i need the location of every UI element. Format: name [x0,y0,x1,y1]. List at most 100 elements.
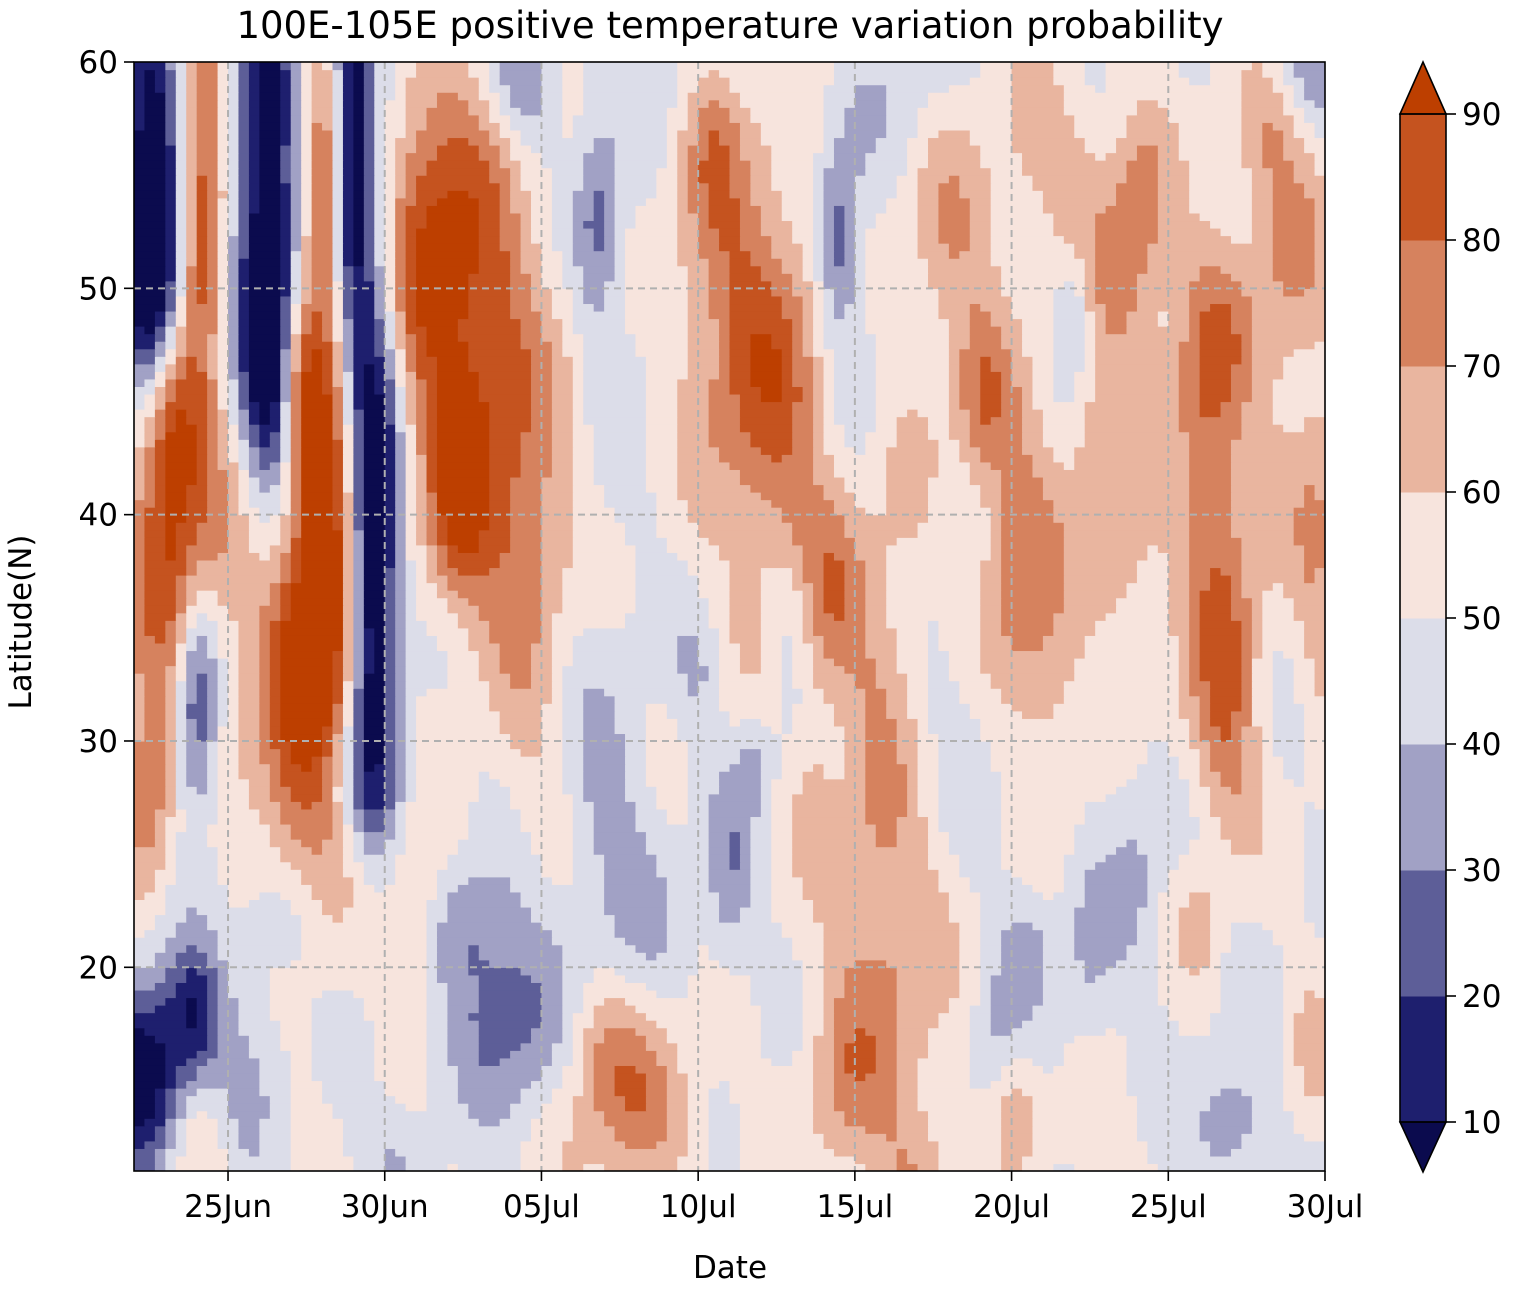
contour-cell [1168,575,1190,584]
contour-cell [656,854,710,863]
contour-cell [478,393,532,403]
contour-cell [865,756,898,765]
contour-cell [301,763,313,772]
contour-cell [186,906,198,916]
contour-cell [1084,967,1107,976]
contour-cell [416,280,469,289]
contour-cell [1126,582,1169,591]
contour-cell [468,952,480,961]
contour-cell [990,1080,1128,1089]
contour-cell [175,288,187,297]
contour-cell [781,718,793,727]
contour-cell [228,424,240,433]
contour-cell [165,673,177,682]
contour-cell [238,356,250,365]
contour-cell [301,326,313,335]
contour-cell [645,778,689,787]
contour-cell [311,1005,365,1014]
contour-cell [562,763,584,772]
contour-cell [865,273,929,282]
contour-cell [604,280,626,289]
contour-cell [248,258,281,267]
contour-cell [551,1088,584,1097]
contour-cell [541,280,563,289]
contour-cell [583,718,616,727]
contour-cell [207,220,219,229]
contour-cell [813,763,825,772]
contour-cell [1042,1065,1054,1074]
contour-cell [813,348,835,357]
contour-cell [416,401,428,410]
contour-cell [207,416,219,425]
contour-cell [1230,582,1243,591]
contour-cell [1189,582,1211,591]
contour-cell [154,1163,166,1171]
contour-cell [614,967,699,976]
contour-cell [374,1065,428,1074]
contour-cell [238,680,260,689]
contour-cell [447,914,532,923]
contour-cell [165,303,177,312]
contour-cell [186,303,219,312]
contour-cell [301,303,334,312]
contour-cell [833,1095,898,1104]
contour-cell [1189,612,1201,621]
contour-cell [666,884,710,893]
contour-cell [238,703,260,712]
contour-cell [708,665,720,674]
contour-cell [823,944,960,953]
contour-cell [207,771,219,780]
contour-cell [489,567,543,576]
contour-cell [186,1012,198,1021]
contour-cell [186,748,208,757]
contour-cell [363,439,386,448]
contour-cell [426,461,438,470]
contour-cell [1157,227,1222,237]
contour-cell [186,280,198,289]
contour-cell [363,861,396,870]
contour-cell [186,212,198,222]
contour-cell [196,537,229,546]
contour-cell [290,552,302,561]
contour-cell [645,416,678,425]
contour-cell [572,808,595,818]
contour-cell [311,212,334,222]
contour-cell [1283,952,1325,961]
contour-cell [1262,725,1274,735]
contour-cell [436,507,490,516]
contour-cell [1210,1148,1232,1157]
contour-cell [635,1065,668,1074]
contour-cell [980,356,992,365]
contour-cell [217,778,250,787]
contour-cell [395,537,407,546]
contour-cell [154,1148,166,1157]
contour-cell [280,748,292,757]
contour-cell [666,1125,689,1134]
contour-cell [436,371,480,380]
contour-cell [154,1088,166,1097]
contour-cell [280,446,292,455]
contour-cell [426,1095,459,1104]
contour-cell [165,1072,177,1082]
contour-cell [217,265,229,274]
contour-cell [614,243,626,252]
contour-cell [813,642,825,652]
contour-cell [1241,537,1295,546]
contour-cell [1001,280,1065,289]
contour-cell [353,612,365,621]
contour-cell [416,363,438,372]
contour-cell [175,680,187,689]
contour-cell [134,227,166,237]
contour-cell [134,273,166,282]
contour-cell [238,243,250,252]
contour-cell [562,695,584,704]
contour-cell [301,876,354,885]
contour-cell [342,371,354,380]
contour-cell [165,288,177,297]
contour-cell [1251,356,1284,365]
contour-cell [823,371,835,380]
contour-cell [248,341,281,350]
contour-cell [551,688,563,697]
contour-cell [1293,695,1325,704]
contour-cell [1032,386,1054,395]
